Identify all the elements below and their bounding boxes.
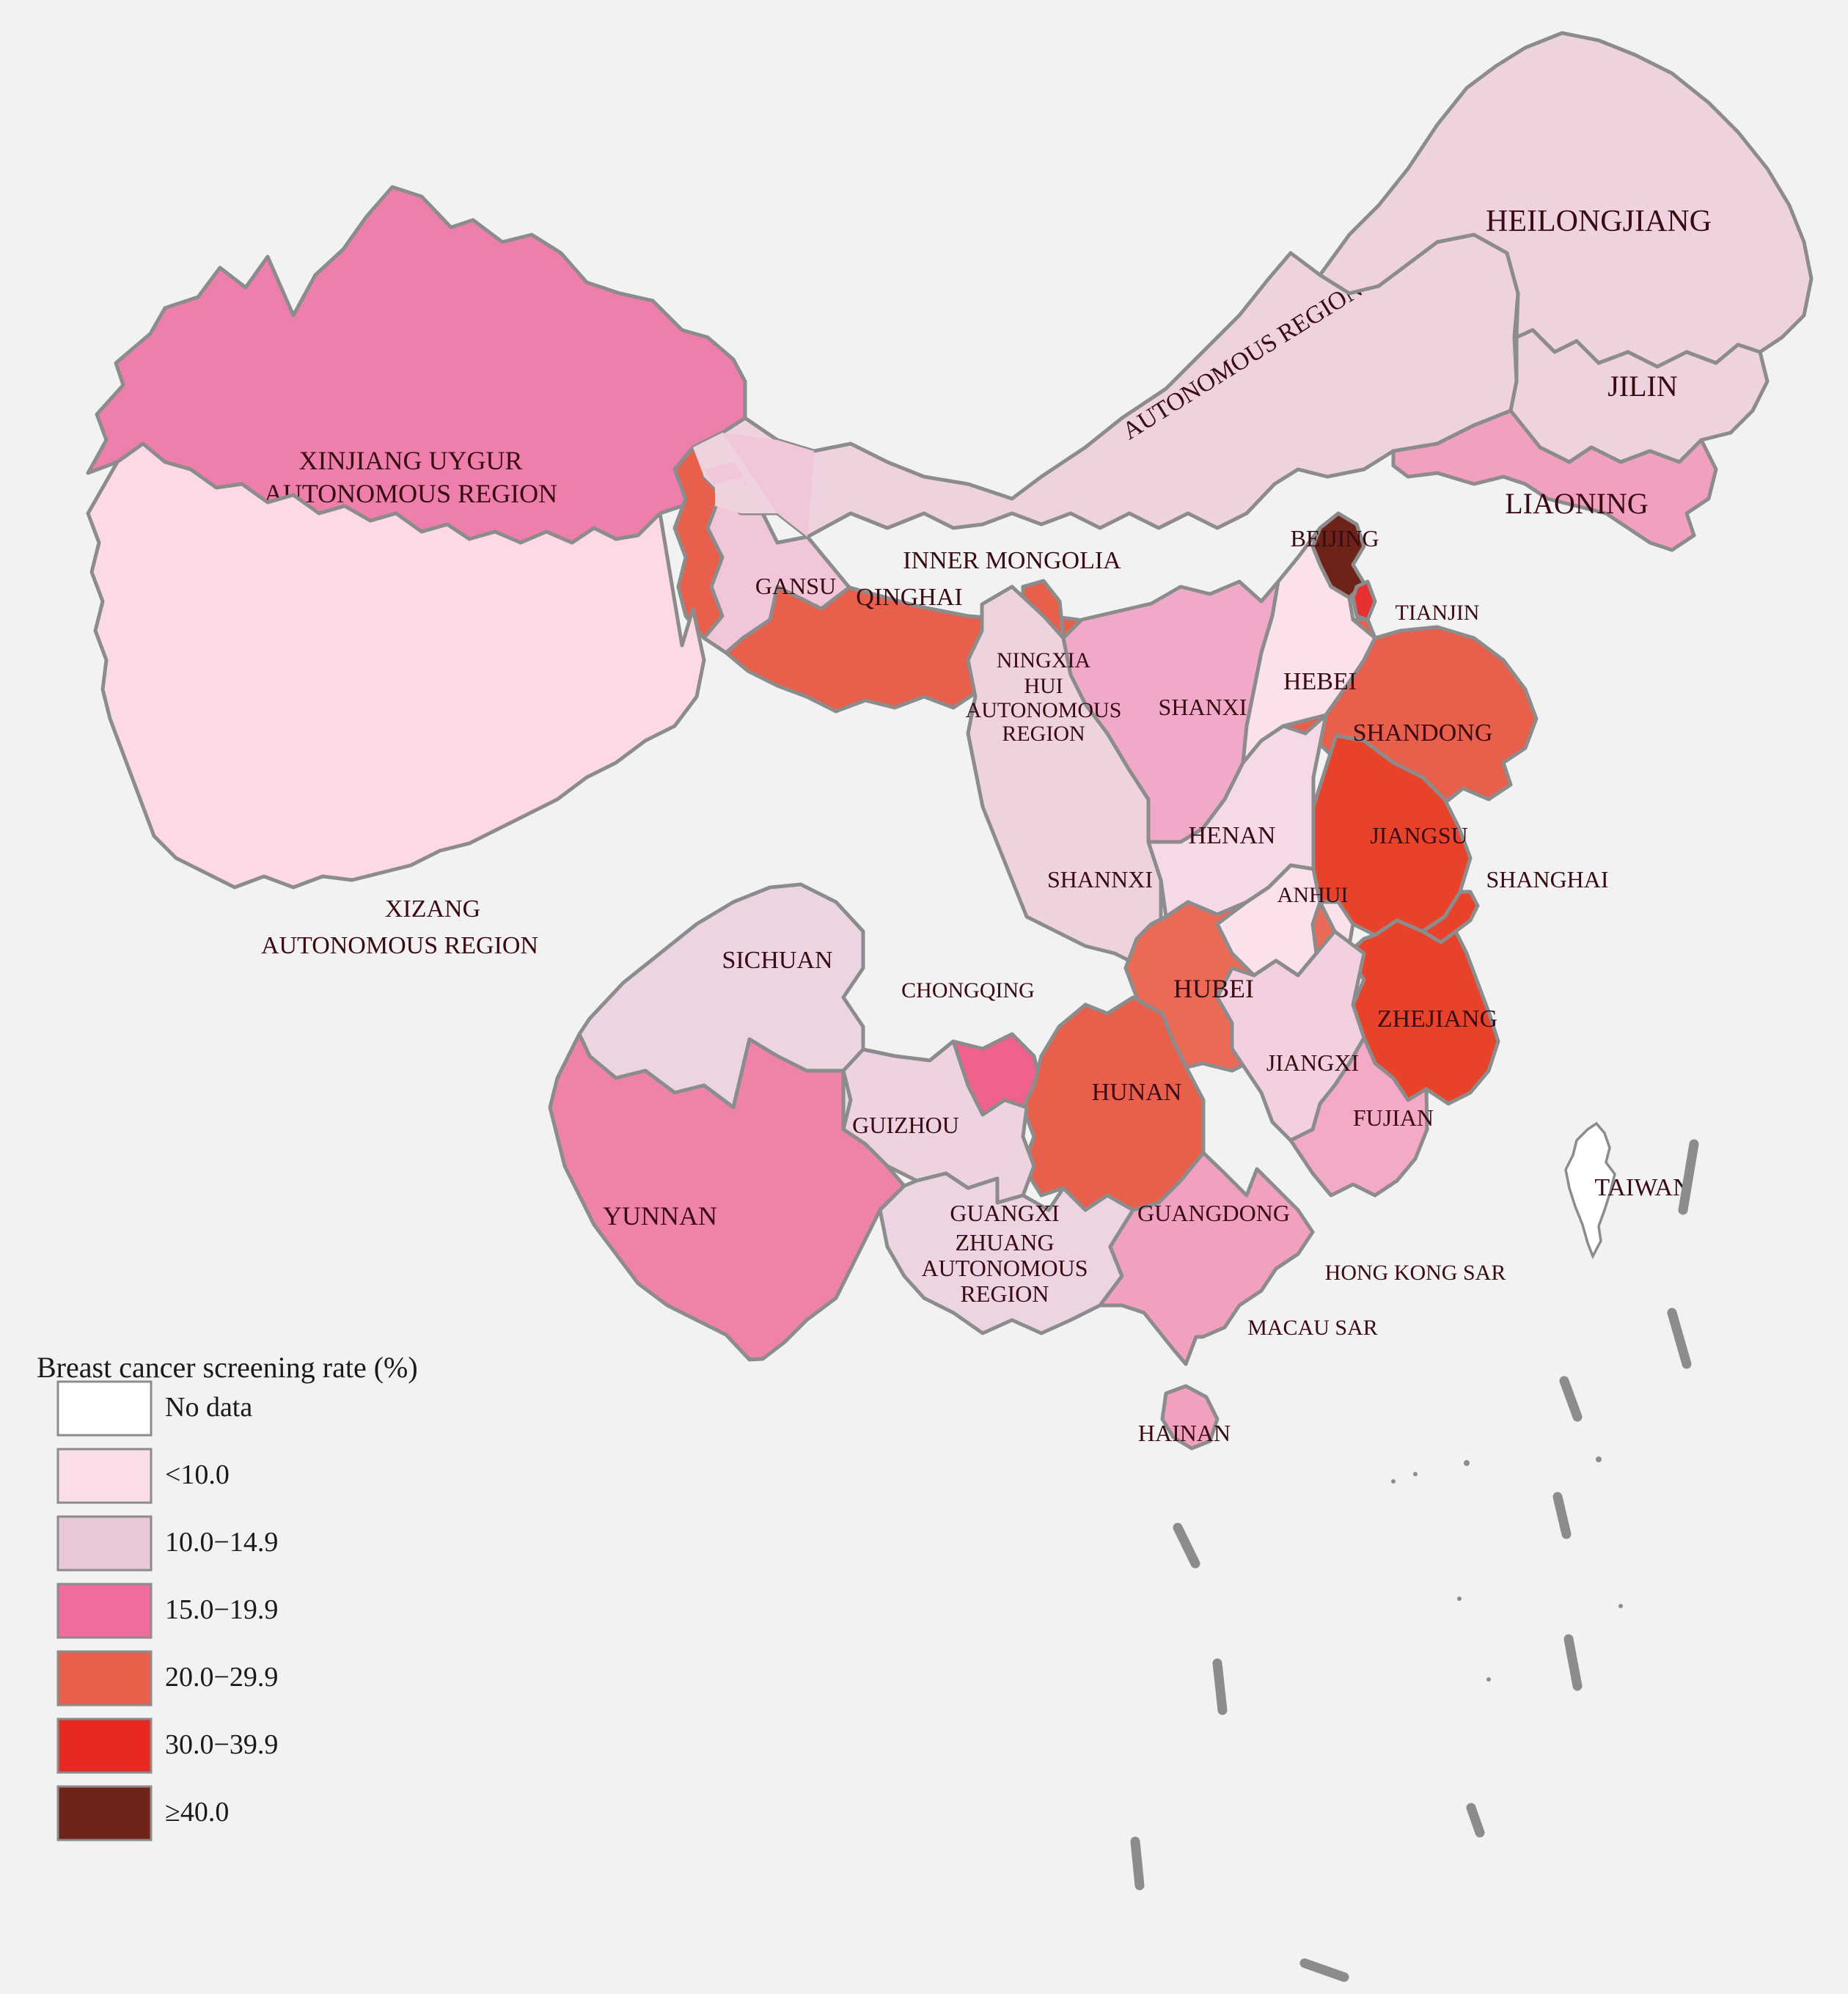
svg-text:10.0−14.9: 10.0−14.9 bbox=[165, 1527, 278, 1558]
svg-text:BEIJING: BEIJING bbox=[1291, 525, 1379, 551]
svg-text:ANHUI: ANHUI bbox=[1277, 883, 1349, 907]
svg-text:TAIWAN: TAIWAN bbox=[1594, 1174, 1690, 1201]
svg-text:CHONGQING: CHONGQING bbox=[901, 978, 1035, 1003]
svg-text:HEILONGJIANG: HEILONGJIANG bbox=[1486, 205, 1712, 238]
svg-text:JIANGXI: JIANGXI bbox=[1266, 1049, 1359, 1076]
svg-text:MACAU SAR: MACAU SAR bbox=[1247, 1316, 1378, 1340]
svg-text:AUTONOMOUS REGION: AUTONOMOUS REGION bbox=[261, 932, 538, 959]
svg-text:No data: No data bbox=[165, 1392, 252, 1423]
svg-text:15.0−19.9: 15.0−19.9 bbox=[165, 1594, 278, 1625]
svg-text:ZHUANG: ZHUANG bbox=[955, 1229, 1054, 1256]
svg-text:QINGHAI: QINGHAI bbox=[856, 584, 962, 611]
svg-text:HONG KONG SAR: HONG KONG SAR bbox=[1325, 1261, 1506, 1285]
svg-text:YUNNAN: YUNNAN bbox=[603, 1201, 717, 1231]
svg-text:GUANGDONG: GUANGDONG bbox=[1137, 1200, 1290, 1226]
svg-text:≥40.0: ≥40.0 bbox=[165, 1797, 229, 1828]
svg-text:<10.0: <10.0 bbox=[165, 1459, 230, 1490]
svg-text:JILIN: JILIN bbox=[1607, 370, 1678, 403]
svg-text:ZHEJIANG: ZHEJIANG bbox=[1377, 1005, 1497, 1033]
svg-text:HAINAN: HAINAN bbox=[1138, 1420, 1231, 1446]
svg-text:SHANDONG: SHANDONG bbox=[1353, 719, 1493, 747]
svg-text:XIZANG: XIZANG bbox=[385, 895, 480, 923]
svg-text:REGION: REGION bbox=[1002, 722, 1085, 746]
svg-text:GUANGXI: GUANGXI bbox=[950, 1200, 1059, 1226]
svg-text:HEBEI: HEBEI bbox=[1283, 668, 1357, 695]
svg-text:HENAN: HENAN bbox=[1189, 822, 1276, 849]
svg-text:XINJIANG UYGUR: XINJIANG UYGUR bbox=[299, 446, 523, 475]
svg-text:SHANGHAI: SHANGHAI bbox=[1486, 866, 1608, 892]
svg-text:SHANXI: SHANXI bbox=[1159, 694, 1247, 720]
svg-text:AUTONOMOUS: AUTONOMOUS bbox=[966, 698, 1122, 722]
svg-text:HUBEI: HUBEI bbox=[1173, 974, 1254, 1003]
svg-text:NINGXIA: NINGXIA bbox=[997, 648, 1091, 672]
svg-text:HUNAN: HUNAN bbox=[1092, 1079, 1182, 1106]
svg-text:GUIZHOU: GUIZHOU bbox=[852, 1112, 959, 1138]
svg-text:INNER MONGOLIA: INNER MONGOLIA bbox=[903, 547, 1121, 574]
svg-text:30.0−39.9: 30.0−39.9 bbox=[165, 1729, 278, 1760]
svg-text:HUI: HUI bbox=[1024, 674, 1063, 698]
svg-text:JIANGSU: JIANGSU bbox=[1370, 822, 1467, 848]
svg-text:SICHUAN: SICHUAN bbox=[722, 947, 832, 974]
svg-text:Breast cancer screening rate (: Breast cancer screening rate (%) bbox=[37, 1351, 418, 1384]
svg-text:GANSU: GANSU bbox=[755, 573, 836, 599]
svg-text:REGION: REGION bbox=[961, 1280, 1049, 1307]
svg-text:AUTONOMOUS: AUTONOMOUS bbox=[922, 1255, 1088, 1281]
svg-text:LIAONING: LIAONING bbox=[1505, 487, 1649, 520]
svg-text:FUJIAN: FUJIAN bbox=[1353, 1104, 1434, 1131]
svg-text:SHANNXI: SHANNXI bbox=[1047, 866, 1153, 892]
svg-text:20.0−29.9: 20.0−29.9 bbox=[165, 1662, 278, 1693]
svg-text:TIANJIN: TIANJIN bbox=[1396, 601, 1480, 625]
